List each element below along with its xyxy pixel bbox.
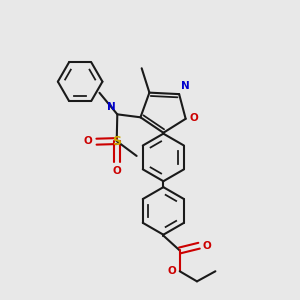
Text: N: N	[181, 81, 189, 91]
Text: O: O	[84, 136, 93, 146]
Text: O: O	[190, 113, 198, 123]
Text: S: S	[112, 135, 121, 148]
Text: O: O	[203, 241, 212, 251]
Text: N: N	[107, 102, 116, 112]
Text: O: O	[112, 166, 121, 176]
Text: O: O	[167, 266, 176, 276]
